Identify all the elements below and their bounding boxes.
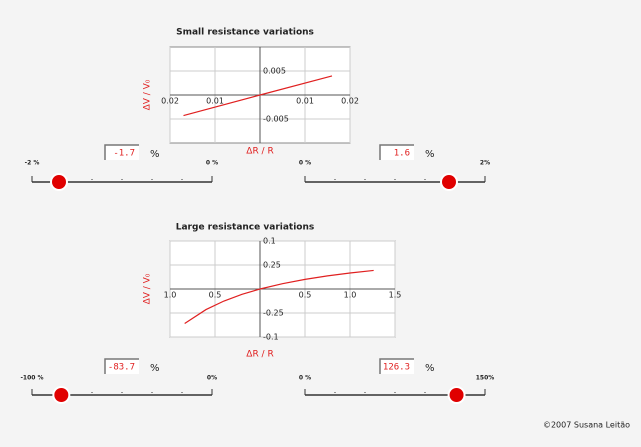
input-box xyxy=(105,145,139,160)
input-border xyxy=(379,144,414,160)
curve xyxy=(183,75,333,117)
slider-min-label: -2 % xyxy=(25,160,40,167)
curve xyxy=(184,269,374,325)
slider-min-label: -100 % xyxy=(20,375,43,382)
slider-knob[interactable] xyxy=(50,173,68,191)
y-tick-label: 0.25 xyxy=(263,261,281,270)
input-border xyxy=(104,358,139,374)
y-axis-label: ΔV / V₀ xyxy=(143,273,153,304)
x-tick-label: 0.01 xyxy=(206,97,224,106)
input-border xyxy=(104,144,139,160)
input-value[interactable]: 126.3 xyxy=(383,363,410,373)
unit: % xyxy=(425,149,435,160)
x-tick-label: 0.5 xyxy=(209,291,222,300)
input-box xyxy=(380,145,414,160)
slider-knob[interactable] xyxy=(447,386,466,404)
slider-knob[interactable] xyxy=(440,173,458,191)
x-axis-label: ΔR / R xyxy=(246,147,273,157)
y-tick-label: -0.1 xyxy=(263,333,279,342)
y-tick-label: 0.1 xyxy=(263,237,276,246)
footer: ©2007 Susana Leitão xyxy=(543,421,630,430)
input-value[interactable]: -83.7 xyxy=(108,363,135,373)
slider-max-label: 150% xyxy=(476,375,495,382)
input-box xyxy=(380,359,414,374)
input-value[interactable]: 1.6 xyxy=(394,149,410,159)
y-tick-label: -0.25 xyxy=(263,309,284,318)
x-axis-label: ΔR / R xyxy=(246,350,273,360)
y-tick-label: 0.005 xyxy=(263,67,286,76)
unit: % xyxy=(150,149,160,160)
x-tick-label: 0.01 xyxy=(296,97,314,106)
y-axis-label: ΔV / V₀ xyxy=(143,79,153,110)
slider-min-label: 0 % xyxy=(299,375,311,382)
x-tick-label: 0.5 xyxy=(299,291,312,300)
x-tick-label: 0.02 xyxy=(341,97,359,106)
slider-max-label: 2% xyxy=(480,160,490,167)
slider-min-label: 0 % xyxy=(299,160,311,167)
x-tick-label: 0.02 xyxy=(161,97,179,106)
input-box xyxy=(105,359,139,374)
x-tick-label: 1.5 xyxy=(389,291,402,300)
unit: % xyxy=(150,363,160,374)
chart-title: Large resistance variations xyxy=(176,223,315,233)
slider-knob[interactable] xyxy=(52,386,71,404)
input-value[interactable]: -1.7 xyxy=(113,149,135,159)
x-tick-label: 1.0 xyxy=(164,291,177,300)
x-tick-label: 1.0 xyxy=(344,291,357,300)
input-border xyxy=(379,358,414,374)
y-tick-label: -0.005 xyxy=(263,115,289,124)
chart-title: Small resistance variations xyxy=(176,28,314,38)
slider-max-label: 0 % xyxy=(206,160,218,167)
slider-max-label: 0% xyxy=(207,375,217,382)
unit: % xyxy=(425,363,435,374)
